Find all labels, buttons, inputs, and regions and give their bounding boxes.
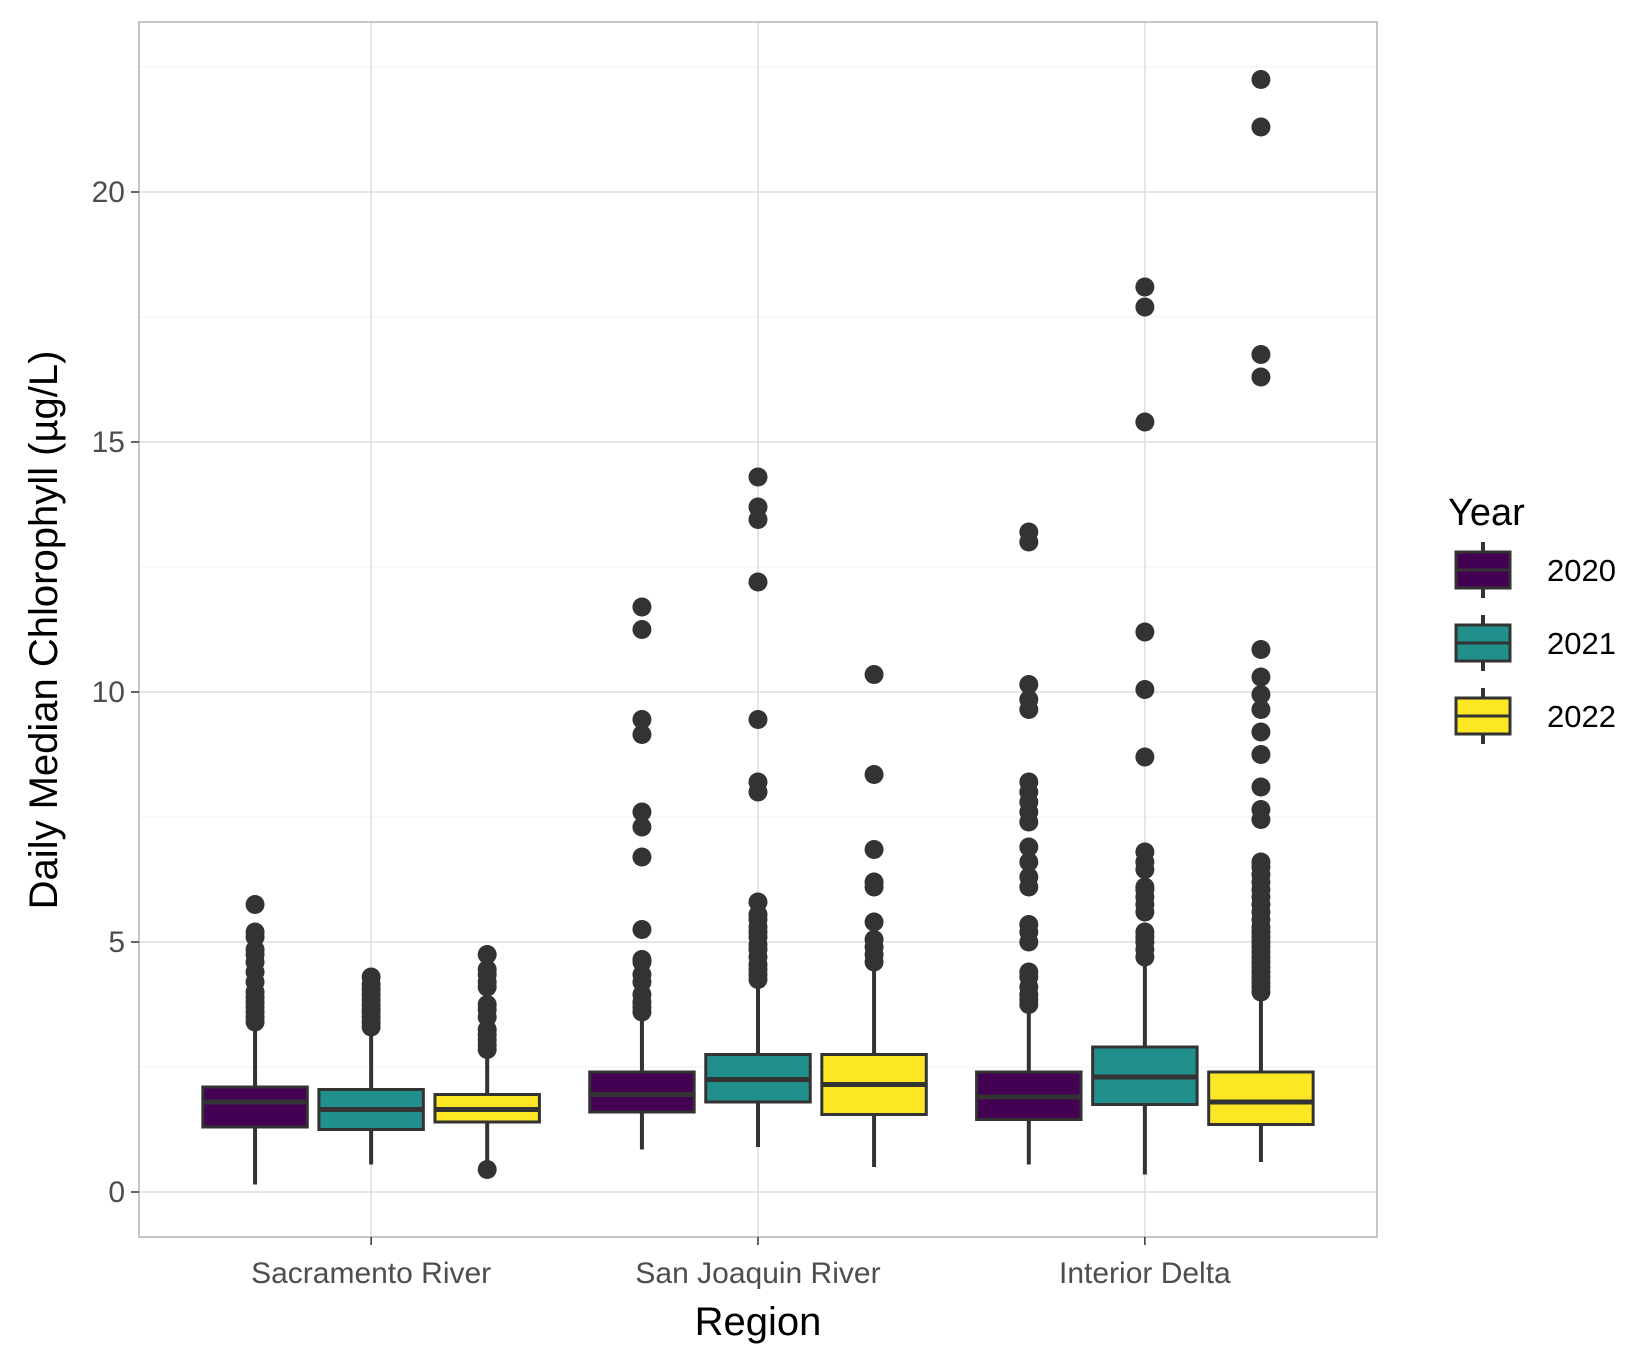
legend-key-2022 bbox=[1454, 688, 1512, 744]
box-2021-interior-delta bbox=[1091, 277, 1199, 1175]
y-axis: 0 5 10 15 20 bbox=[92, 176, 139, 1209]
outlier-point bbox=[1251, 345, 1271, 364]
outlier-point bbox=[632, 950, 652, 969]
y-tick-label: 20 bbox=[92, 176, 125, 209]
outlier-point bbox=[748, 710, 768, 729]
x-tick-label: San Joaquin River bbox=[635, 1257, 880, 1290]
outlier-point bbox=[1135, 297, 1155, 317]
y-tick-label: 5 bbox=[108, 926, 125, 959]
legend-key-2020 bbox=[1454, 542, 1512, 598]
outlier-point bbox=[864, 840, 884, 859]
y-tick-label: 15 bbox=[92, 426, 125, 459]
outlier-point bbox=[1019, 852, 1039, 872]
outlier-point bbox=[748, 892, 768, 912]
outlier-point bbox=[632, 802, 652, 822]
outlier-point bbox=[1019, 867, 1039, 887]
outlier-point bbox=[1019, 690, 1039, 709]
outlier-point bbox=[1019, 837, 1039, 857]
outlier-point bbox=[632, 817, 652, 837]
outlier-point bbox=[245, 922, 265, 942]
outlier-point bbox=[632, 725, 652, 744]
outlier-point bbox=[1251, 640, 1271, 659]
box-2021-sacramento-river bbox=[317, 967, 425, 1165]
y-axis-title: Daily Median Chlorophyll (µg/L) bbox=[22, 351, 66, 910]
outlier-point bbox=[477, 945, 497, 964]
legend-key-2021 bbox=[1454, 615, 1512, 671]
outlier-point bbox=[1251, 685, 1271, 704]
outlier-point bbox=[864, 765, 884, 784]
outlier-point bbox=[1135, 747, 1155, 767]
outlier-point bbox=[361, 967, 381, 987]
outlier-point bbox=[1251, 800, 1271, 819]
box-2021-san-joaquin-river bbox=[704, 467, 812, 1147]
outlier-point bbox=[477, 995, 497, 1014]
outlier-point bbox=[477, 1160, 497, 1179]
outlier-point bbox=[632, 597, 652, 617]
x-tick-label: Sacramento River bbox=[251, 1257, 491, 1290]
outlier-point bbox=[1135, 877, 1155, 897]
legend-label-2020: 2020 bbox=[1547, 553, 1616, 588]
outlier-point bbox=[1251, 745, 1271, 764]
legend-label-2022: 2022 bbox=[1547, 699, 1616, 734]
x-axis: Sacramento River San Joaquin River Interio… bbox=[251, 1237, 1231, 1290]
outlier-point bbox=[1251, 852, 1271, 872]
outlier-point bbox=[1019, 522, 1039, 542]
outlier-point bbox=[477, 960, 497, 979]
outlier-point bbox=[1251, 367, 1271, 387]
box-2020-san-joaquin-river bbox=[588, 597, 696, 1150]
legend: Year 2020 2021 2022 bbox=[1448, 492, 1616, 744]
box-body bbox=[201, 1085, 309, 1129]
outlier-point bbox=[864, 665, 884, 684]
outlier-point bbox=[1019, 675, 1039, 694]
outlier-point bbox=[748, 467, 768, 487]
legend-label-2021: 2021 bbox=[1547, 626, 1616, 661]
outlier-point bbox=[1251, 700, 1271, 719]
outlier-point bbox=[632, 710, 652, 729]
outlier-point bbox=[1251, 777, 1271, 797]
outlier-point bbox=[1019, 962, 1039, 982]
y-tick-label: 10 bbox=[92, 676, 125, 709]
box-body bbox=[1207, 1070, 1315, 1126]
outlier-point bbox=[632, 920, 652, 939]
outlier-point bbox=[1135, 277, 1155, 297]
outlier-point bbox=[748, 772, 768, 792]
legend-title: Year bbox=[1448, 492, 1525, 534]
outlier-point bbox=[864, 930, 884, 949]
outlier-point bbox=[1135, 622, 1155, 642]
box-2022-san-joaquin-river bbox=[820, 665, 928, 1167]
outlier-point bbox=[1251, 117, 1271, 137]
box-2020-interior-delta bbox=[975, 522, 1083, 1165]
outlier-point bbox=[1019, 772, 1039, 792]
outlier-point bbox=[864, 912, 884, 932]
outlier-point bbox=[632, 620, 652, 639]
outlier-point bbox=[1251, 722, 1271, 742]
outlier-point bbox=[748, 497, 768, 517]
box-plots bbox=[201, 70, 1315, 1185]
outlier-point bbox=[245, 895, 265, 914]
x-tick-label: Interior Delta bbox=[1059, 1257, 1231, 1290]
x-axis-title: Region bbox=[695, 1300, 822, 1344]
y-tick-label: 0 bbox=[108, 1176, 125, 1209]
outlier-point bbox=[1135, 842, 1155, 862]
outlier-point bbox=[1251, 70, 1271, 89]
outlier-point bbox=[748, 572, 768, 592]
outlier-point bbox=[864, 872, 884, 892]
outlier-point bbox=[1251, 667, 1271, 687]
outlier-point bbox=[1135, 922, 1155, 942]
box-2022-sacramento-river bbox=[433, 945, 541, 1179]
box-2020-sacramento-river bbox=[201, 895, 309, 1185]
outlier-point bbox=[632, 847, 652, 867]
outlier-point bbox=[1135, 680, 1155, 699]
outlier-point bbox=[1019, 915, 1039, 934]
box-2022-interior-delta bbox=[1207, 70, 1315, 1162]
outlier-point bbox=[1135, 412, 1155, 432]
